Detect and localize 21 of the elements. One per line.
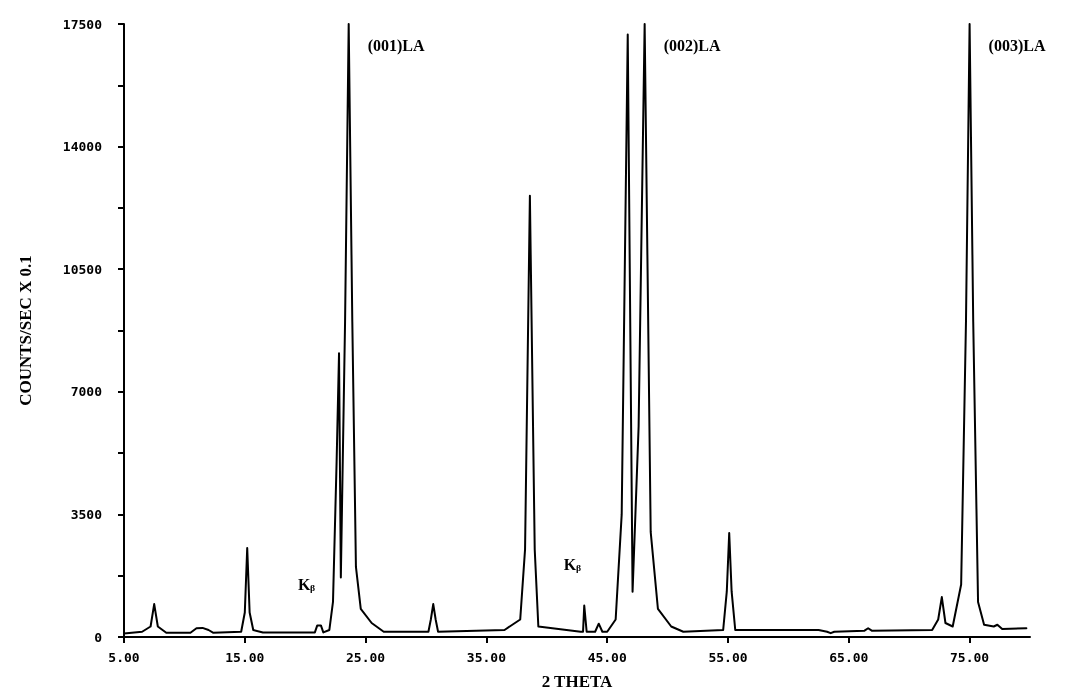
x-tick-label: 15.00: [225, 650, 265, 665]
y-tick-label: 7000: [70, 384, 103, 400]
y-tick-label: 3500: [70, 506, 103, 522]
annotation: (001)LA: [367, 36, 426, 55]
annotation: Kᵦ: [297, 575, 316, 593]
y-tick-label: 0: [94, 629, 103, 645]
y-axis-title: COUNTS/SEC X 0.1: [16, 255, 35, 406]
y-tick-label: 10500: [62, 261, 103, 277]
x-tick-label: 45.00: [587, 650, 627, 665]
annotation: (003)LA: [988, 36, 1046, 55]
x-tick-label: 25.00: [346, 650, 386, 665]
y-tick-label: 14000: [62, 139, 103, 155]
x-tick-label: 65.00: [829, 650, 869, 665]
annotation: Kᵦ: [563, 555, 582, 573]
x-tick-label: 5.00: [108, 650, 140, 665]
x-tick-label: 75.00: [950, 650, 990, 665]
annotation: (002)LA: [663, 36, 721, 55]
y-tick-label: 17500: [62, 16, 103, 32]
x-tick-label: 55.00: [708, 650, 748, 665]
x-axis-title: 2 THETA: [541, 672, 614, 691]
x-tick-label: 35.00: [466, 650, 507, 665]
